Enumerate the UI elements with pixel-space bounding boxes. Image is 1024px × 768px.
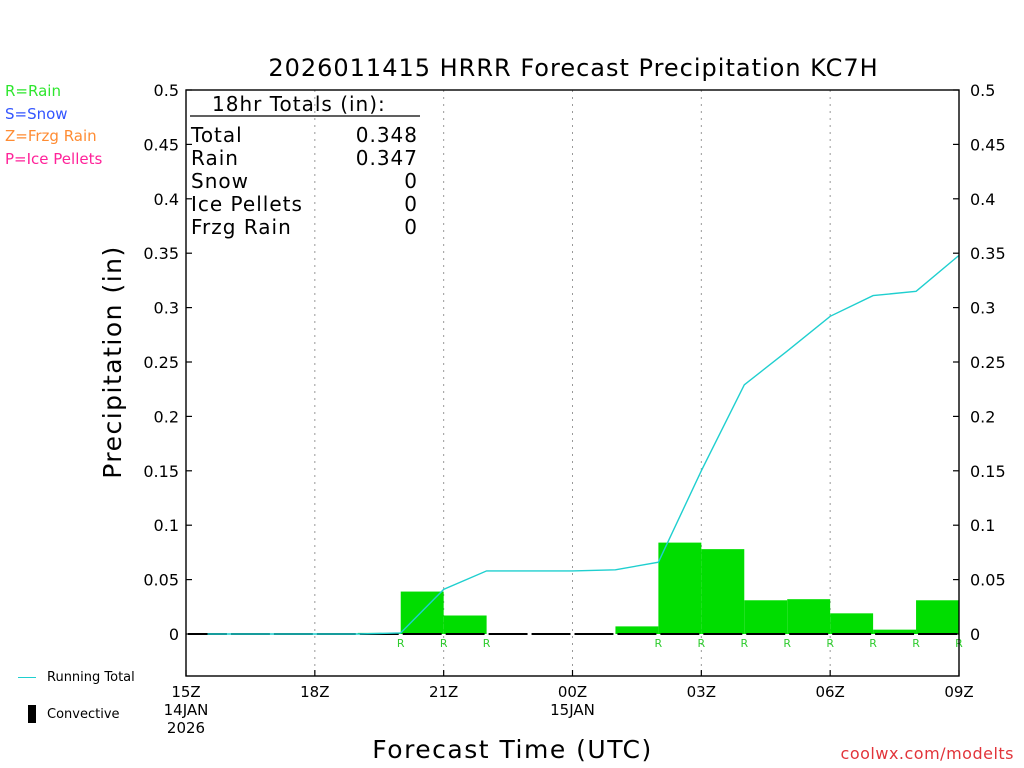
y-tick-label-left: 0.25: [143, 353, 179, 372]
totals-label-frzg-rain: Frzg Rain: [191, 215, 292, 239]
totals-value-total: 0.348: [356, 123, 418, 147]
x-tick-label: 15JAN: [550, 701, 595, 719]
x-tick-label: 15Z: [171, 683, 200, 701]
y-tick-label-right: 0.05: [970, 571, 1006, 590]
y-tick-label-right: 0.3: [970, 299, 995, 318]
legend-ice-pellets: P=Ice Pellets: [5, 150, 103, 168]
precip-bar-hour-11: [615, 626, 659, 634]
y-tick-label-right: 0.35: [970, 244, 1006, 263]
precip-bar-hour-6: [400, 591, 444, 634]
precip-type-label-hour-12: R: [698, 637, 706, 650]
totals-value-snow: 0: [404, 169, 418, 193]
y-tick-label-left: 0.05: [143, 571, 179, 590]
precip-type-label-hour-5: R: [397, 637, 405, 650]
x-tick-label: 03Z: [687, 683, 716, 701]
totals-label-rain: Rain: [191, 146, 239, 170]
x-axis-label: Forecast Time (UTC): [372, 735, 652, 764]
y-tick-label-right: 0.1: [970, 516, 995, 535]
legend-rain: R=Rain: [5, 82, 61, 100]
totals-label-ice-pellets: Ice Pellets: [191, 192, 303, 216]
x-tick-label: 14JAN: [164, 701, 209, 719]
x-tick-label: 18Z: [300, 683, 329, 701]
precip-type-label-hour-13: R: [740, 637, 748, 650]
y-tick-label-left: 0.4: [154, 190, 179, 209]
precip-bar-hour-18: [916, 600, 959, 634]
precip-bar-hour-13: [701, 549, 745, 634]
precip-bar-hour-7: [443, 615, 487, 634]
totals-value-rain: 0.347: [356, 146, 418, 170]
running-total-key-label: Running Total: [47, 670, 135, 685]
y-tick-label-right: 0.2: [970, 407, 995, 426]
precip-bar-hour-15: [787, 599, 831, 634]
totals-value-frzg-rain: 0: [404, 215, 418, 239]
y-tick-label-left: 0.35: [143, 244, 179, 263]
precip-type-label-hour-7: R: [483, 637, 491, 650]
x-tick-label: 21Z: [429, 683, 458, 701]
running-total-key-line: [18, 677, 36, 678]
x-tick-label: 06Z: [815, 683, 844, 701]
legend-snow: S=Snow: [5, 105, 68, 123]
legend-frzg-rain: Z=Frzg Rain: [5, 127, 97, 145]
y-tick-label-right: 0: [970, 625, 980, 644]
x-tick-label: 09Z: [944, 683, 973, 701]
y-tick-label-left: 0.15: [143, 462, 179, 481]
precip-bar-hour-14: [744, 600, 788, 634]
x-tick-label: 2026: [167, 719, 205, 737]
y-tick-label-left: 0.3: [154, 299, 179, 318]
y-tick-label-left: 0.5: [154, 81, 179, 100]
totals-header: 18hr Totals (in):: [212, 92, 386, 116]
totals-label-total: Total: [190, 123, 243, 147]
precip-type-label-hour-17: R: [912, 637, 920, 650]
precip-type-label-hour-16: R: [869, 637, 877, 650]
y-tick-label-right: 0.4: [970, 190, 995, 209]
convective-key-label: Convective: [47, 707, 120, 722]
y-tick-label-right: 0.45: [970, 135, 1006, 154]
totals-label-snow: Snow: [191, 169, 249, 193]
y-axis-label: Precipitation (in): [98, 245, 127, 479]
precip-bar-hour-17: [873, 629, 917, 634]
running-total-line: [207, 254, 960, 635]
precip-type-label-hour-15: R: [826, 637, 834, 650]
precip-type-label-hour-11: R: [655, 637, 663, 650]
y-tick-label-left: 0: [169, 625, 179, 644]
chart-title: 2026011415 HRRR Forecast Precipitation K…: [268, 54, 878, 82]
y-tick-label-right: 0.5: [970, 81, 995, 100]
precip-bar-hour-16: [830, 613, 874, 634]
site-credit: coolwx.com/modelts: [840, 744, 1014, 763]
precip-type-label-hour-14: R: [783, 637, 791, 650]
precip-bar-hour-12: [658, 542, 702, 634]
y-tick-label-right: 0.15: [970, 462, 1006, 481]
totals-value-ice-pellets: 0: [404, 192, 418, 216]
y-tick-label-right: 0.25: [970, 353, 1006, 372]
y-tick-label-left: 0.1: [154, 516, 179, 535]
y-tick-label-left: 0.2: [154, 407, 179, 426]
precip-type-label-hour-6: R: [440, 637, 448, 650]
convective-key-swatch: [28, 705, 36, 723]
x-tick-label: 00Z: [558, 683, 587, 701]
y-tick-label-left: 0.45: [143, 135, 179, 154]
